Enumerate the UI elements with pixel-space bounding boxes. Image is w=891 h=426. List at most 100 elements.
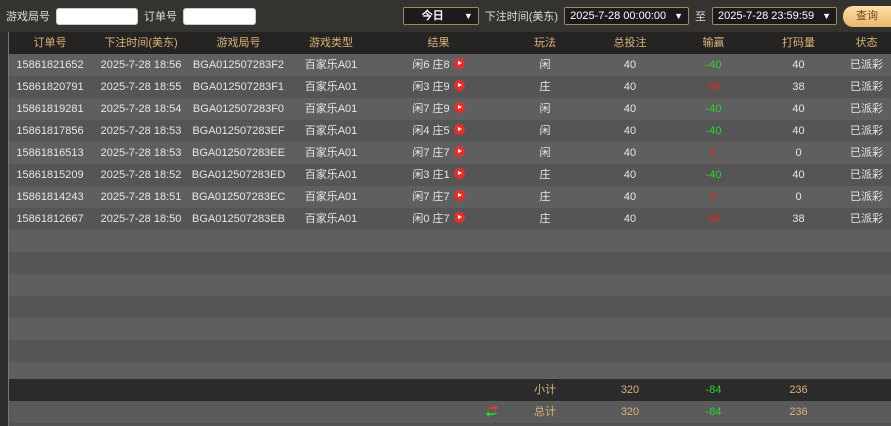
bet-time-value: 2025-7-28 18:50 bbox=[100, 213, 182, 225]
round-input[interactable] bbox=[56, 7, 138, 25]
refresh-icon[interactable] bbox=[485, 404, 499, 418]
total-bet-value: 40 bbox=[623, 213, 637, 225]
turnover-value: 0 bbox=[795, 191, 802, 203]
cell-game-type: 百家乐A01 bbox=[286, 54, 376, 76]
cell-game-type: 百家乐A01 bbox=[286, 76, 376, 98]
to-label: 至 bbox=[695, 11, 707, 23]
cell-result: 闲3 庄9 bbox=[376, 76, 501, 98]
cell-order-no: 15861815209 bbox=[9, 164, 91, 186]
win-loss-value: -40 bbox=[705, 59, 722, 71]
status-value: 已派彩 bbox=[850, 59, 883, 71]
order-input[interactable] bbox=[183, 7, 256, 25]
cell-total-bet: 40 bbox=[589, 186, 671, 208]
cell-win-loss: -40 bbox=[671, 120, 756, 142]
end-time-value: 2025-7-28 23:59:59 bbox=[718, 10, 815, 22]
result-value: 闲7 庄7 bbox=[412, 147, 450, 159]
play-video-icon[interactable] bbox=[453, 190, 465, 201]
cell-total-bet: 40 bbox=[589, 142, 671, 164]
table-row: 15861816513 2025-7-28 18:53 BGA012507283EE… bbox=[9, 142, 891, 164]
turnover-value: 38 bbox=[792, 213, 805, 225]
empty-row bbox=[9, 274, 891, 296]
turnover-value: 40 bbox=[792, 59, 805, 71]
table-row: 15861815209 2025-7-28 18:52 BGA012507283ED… bbox=[9, 164, 891, 186]
result-value: 闲7 庄9 bbox=[412, 103, 450, 115]
cell-total-bet: 40 bbox=[589, 164, 671, 186]
cell-win-loss: 0 bbox=[671, 142, 756, 164]
cell-order-no: 15861819281 bbox=[9, 98, 91, 120]
query-button[interactable]: 查询 bbox=[843, 5, 891, 27]
play-video-icon[interactable] bbox=[453, 102, 465, 113]
cell-total-bet: 40 bbox=[589, 76, 671, 98]
column-header-bet-time: 下注时间(美东) bbox=[104, 37, 178, 49]
play-video-icon[interactable] bbox=[453, 80, 465, 91]
status-value: 已派彩 bbox=[850, 81, 883, 93]
column-header-result: 结果 bbox=[427, 37, 450, 49]
filter-toolbar: 游戏局号 订单号 今日 ▼ 下注时间(美东) 2025-7-28 00:00:00… bbox=[0, 0, 891, 32]
bet-time-value: 2025-7-28 18:51 bbox=[100, 191, 182, 203]
cell-round-no: BGA012507283F0 bbox=[191, 98, 286, 120]
cell-total-bet: 40 bbox=[589, 98, 671, 120]
subtotal-row: 小计 320 -84 236 bbox=[9, 379, 891, 401]
game-type-value: 百家乐A01 bbox=[304, 81, 358, 93]
play-value: 闲 bbox=[539, 103, 551, 115]
table-header: 订单号 下注时间(美东) 游戏局号 游戏类型 结果 玩法 总投注 输赢 打码量 状态 bbox=[9, 32, 891, 54]
cell-bet-time: 2025-7-28 18:52 bbox=[91, 164, 191, 186]
cell-play: 闲 bbox=[501, 54, 589, 76]
status-value: 已派彩 bbox=[850, 103, 883, 115]
cell-result: 闲6 庄8 bbox=[376, 54, 501, 76]
total-bet: 320 bbox=[620, 406, 640, 418]
cell-order-no: 15861820791 bbox=[9, 76, 91, 98]
order-label: 订单号 bbox=[144, 11, 177, 23]
cell-turnover: 40 bbox=[756, 54, 841, 76]
total-bet-value: 40 bbox=[623, 59, 637, 71]
period-select[interactable]: 今日 ▼ bbox=[402, 7, 479, 25]
game-type-value: 百家乐A01 bbox=[304, 103, 358, 115]
order-no-value: 15861816513 bbox=[16, 147, 84, 159]
column-header-turnover: 打码量 bbox=[782, 37, 815, 49]
cell-round-no: BGA012507283EC bbox=[191, 186, 286, 208]
round-no-value: BGA012507283F1 bbox=[192, 81, 285, 93]
result-value: 闲3 庄9 bbox=[412, 81, 450, 93]
play-video-icon[interactable] bbox=[453, 146, 465, 157]
end-time-select[interactable]: 2025-7-28 23:59:59 ▼ bbox=[712, 7, 837, 25]
table-row: 15861820791 2025-7-28 18:55 BGA012507283F1… bbox=[9, 76, 891, 98]
cell-round-no: BGA012507283EE bbox=[191, 142, 286, 164]
cell-result: 闲3 庄1 bbox=[376, 164, 501, 186]
cell-win-loss: -40 bbox=[671, 164, 756, 186]
total-bet-value: 40 bbox=[623, 147, 637, 159]
result-value: 闲6 庄8 bbox=[412, 59, 450, 71]
order-no-value: 15861819281 bbox=[16, 103, 84, 115]
cell-play: 闲 bbox=[501, 120, 589, 142]
bet-time-value: 2025-7-28 18:53 bbox=[100, 125, 182, 137]
status-value: 已派彩 bbox=[850, 169, 883, 181]
column-header-total-bet: 总投注 bbox=[613, 37, 647, 49]
cell-bet-time: 2025-7-28 18:50 bbox=[91, 208, 191, 230]
table-row: 15861819281 2025-7-28 18:54 BGA012507283F0… bbox=[9, 98, 891, 120]
cell-bet-time: 2025-7-28 18:55 bbox=[91, 76, 191, 98]
cell-game-type: 百家乐A01 bbox=[286, 142, 376, 164]
total-turnover: 236 bbox=[789, 406, 808, 418]
cell-play: 闲 bbox=[501, 142, 589, 164]
bet-time-value: 2025-7-28 18:52 bbox=[100, 169, 182, 181]
play-video-icon[interactable] bbox=[453, 58, 465, 69]
cell-order-no: 15861817856 bbox=[9, 120, 91, 142]
play-video-icon[interactable] bbox=[453, 212, 465, 223]
play-video-icon[interactable] bbox=[453, 124, 465, 135]
order-no-value: 15861820791 bbox=[16, 81, 84, 93]
column-header-order-no: 订单号 bbox=[33, 37, 67, 49]
play-video-icon[interactable] bbox=[453, 168, 465, 179]
start-time-select[interactable]: 2025-7-28 00:00:00 ▼ bbox=[564, 7, 690, 25]
cell-status: 已派彩 bbox=[841, 120, 891, 142]
cell-turnover: 38 bbox=[756, 208, 841, 230]
round-no-value: BGA012507283EB bbox=[192, 213, 285, 225]
period-value: 今日 bbox=[421, 10, 444, 22]
cell-order-no: 15861812667 bbox=[9, 208, 91, 230]
cell-status: 已派彩 bbox=[841, 186, 891, 208]
cell-result: 闲4 庄5 bbox=[376, 120, 501, 142]
empty-row bbox=[9, 252, 891, 274]
bet-time-value: 2025-7-28 18:55 bbox=[100, 81, 182, 93]
result-value: 闲4 庄5 bbox=[412, 125, 450, 137]
round-label: 游戏局号 bbox=[6, 11, 50, 23]
cell-game-type: 百家乐A01 bbox=[286, 120, 376, 142]
win-loss-value: -40 bbox=[705, 103, 722, 115]
